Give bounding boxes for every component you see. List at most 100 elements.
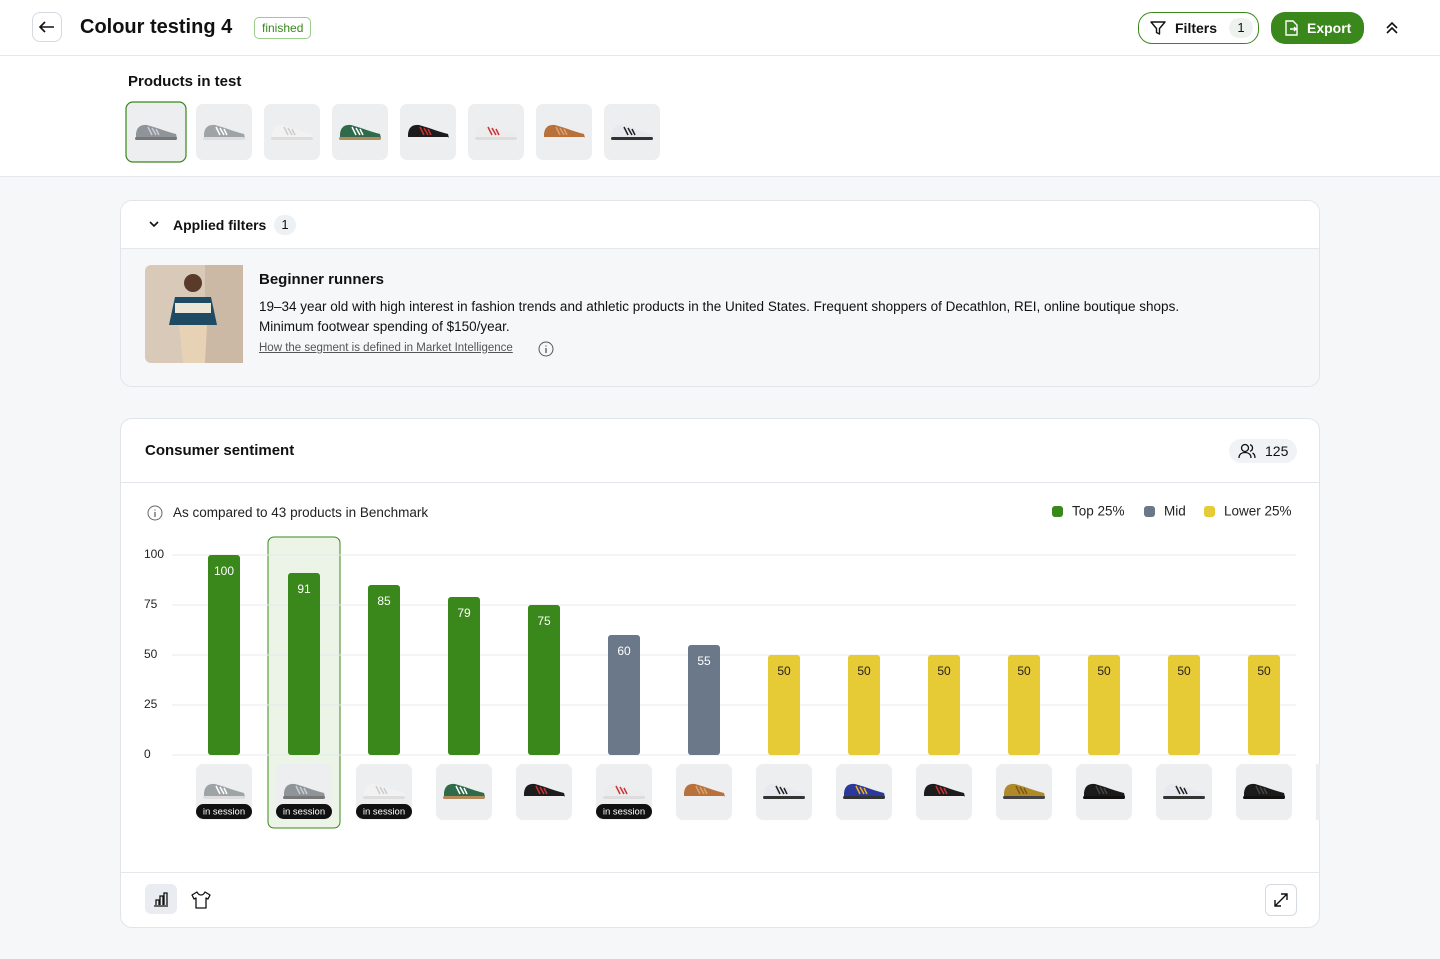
shoe-image xyxy=(475,124,517,140)
applied-filters-title: Applied filters xyxy=(173,217,267,233)
shoe-stripes xyxy=(623,126,636,136)
value-label: 55 xyxy=(697,654,711,668)
shoe-stripes xyxy=(351,126,364,136)
back-icon xyxy=(38,21,54,33)
legend-label: Lower 25% xyxy=(1224,504,1292,519)
session-badge xyxy=(276,804,332,819)
session-badge-label: in session xyxy=(203,807,245,818)
filters-count: 1 xyxy=(1229,18,1254,38)
shoe-stripes xyxy=(935,785,948,795)
bar xyxy=(1088,655,1120,755)
collapse-icon[interactable] xyxy=(1382,18,1402,38)
description-line: 19–34 year old with high interest in fas… xyxy=(259,299,1180,314)
value-label: 50 xyxy=(1257,664,1271,678)
filters-button[interactable]: Filters 1 xyxy=(1138,12,1259,44)
respondents-badge: 125 xyxy=(1229,439,1297,463)
y-tick-label: 50 xyxy=(144,647,158,661)
shoe-image xyxy=(1083,783,1125,799)
export-label: Export xyxy=(1307,20,1352,36)
shoe-sole xyxy=(283,796,325,799)
shoe-stripes xyxy=(215,126,228,136)
shoe-sole xyxy=(363,796,405,799)
shoe-sole xyxy=(843,796,885,799)
shoe-sole xyxy=(1243,796,1285,799)
shoe-stripes xyxy=(419,126,432,136)
session-badge-label: in session xyxy=(283,807,325,818)
top-bar: Colour testing 4 finished Filters 1 Expo… xyxy=(0,0,1440,56)
shoe-stripes xyxy=(1015,785,1028,795)
shoe-sole xyxy=(407,137,449,140)
product-thumbnail xyxy=(1316,764,1320,820)
sentiment-header: Consumer sentiment 125 xyxy=(121,419,1319,483)
shoe-stripes xyxy=(1095,785,1108,795)
legend-label: Top 25% xyxy=(1072,504,1125,519)
benchmark-note: As compared to 43 products in Benchmark xyxy=(173,505,429,520)
shoe-image xyxy=(339,124,381,140)
shoe-sole xyxy=(923,796,965,799)
bar xyxy=(768,655,800,755)
filter-icon xyxy=(1150,21,1166,35)
shoe-image xyxy=(1003,783,1045,799)
product-view-icon[interactable] xyxy=(189,889,213,911)
shoe-image xyxy=(523,783,565,799)
description-line: Minimum footwear spending of $150/year. xyxy=(259,319,510,334)
people-icon xyxy=(1238,443,1256,459)
shoe-sole xyxy=(683,796,725,799)
shoe-image xyxy=(135,124,177,140)
shoe-sole xyxy=(543,137,585,140)
shoe-stripes xyxy=(215,785,228,795)
shoe-sole xyxy=(203,137,245,140)
segment-link[interactable]: How the segment is defined in Market Int… xyxy=(259,342,513,354)
shoe-image xyxy=(603,783,645,799)
shoe-sole xyxy=(1163,796,1205,799)
shoe-image xyxy=(203,124,245,140)
sentiment-title: Consumer sentiment xyxy=(145,442,295,459)
shoe-image xyxy=(1163,783,1205,799)
shoe-sole xyxy=(135,137,177,140)
segment-panel: Beginner runners 19–34 year old with hig… xyxy=(121,249,1319,386)
shoe-stripes xyxy=(375,785,388,795)
bar xyxy=(1168,655,1200,755)
segment-image xyxy=(145,265,243,363)
session-badge-label: in session xyxy=(603,807,645,818)
bar-view-icon xyxy=(154,892,168,907)
y-tick-label: 75 xyxy=(144,597,158,611)
export-button[interactable]: Export xyxy=(1271,12,1364,44)
expand-button[interactable] xyxy=(1265,884,1297,916)
shoe-stripes xyxy=(775,785,788,795)
legend-swatch xyxy=(1144,506,1155,517)
value-label: 60 xyxy=(617,644,631,658)
shoe-stripes xyxy=(855,785,868,795)
shoe-sole xyxy=(763,796,805,799)
status-badge: finished xyxy=(254,17,312,39)
shoe-image xyxy=(923,783,965,799)
shoe-stripes xyxy=(487,126,500,136)
bar xyxy=(1248,655,1280,755)
value-label: 91 xyxy=(297,582,311,596)
value-label: 50 xyxy=(1097,664,1111,678)
bar-view-button[interactable] xyxy=(145,884,177,914)
value-label: 50 xyxy=(777,664,791,678)
shoe-sole xyxy=(1003,796,1045,799)
shoe-sole xyxy=(611,137,653,140)
shoe-stripes xyxy=(283,126,296,136)
expand-icon xyxy=(1274,893,1288,907)
session-badge xyxy=(196,804,252,819)
value-label: 79 xyxy=(457,606,471,620)
shoe-stripes xyxy=(695,785,708,795)
back-button[interactable] xyxy=(32,12,62,42)
shoe-image xyxy=(443,783,485,799)
applied-filters-header[interactable]: Applied filters 1 xyxy=(121,201,1319,249)
shoe-stripes xyxy=(295,785,308,795)
shoe-sole xyxy=(523,796,565,799)
y-tick-label: 100 xyxy=(144,547,164,561)
shoe-sole xyxy=(475,137,517,140)
applied-filters-card: Applied filters 1 Beginner runners 19–34… xyxy=(120,200,1320,387)
shoe-stripes xyxy=(455,785,468,795)
shoe-stripes xyxy=(535,785,548,795)
bar xyxy=(528,605,560,755)
shoe-stripes xyxy=(1175,785,1188,795)
